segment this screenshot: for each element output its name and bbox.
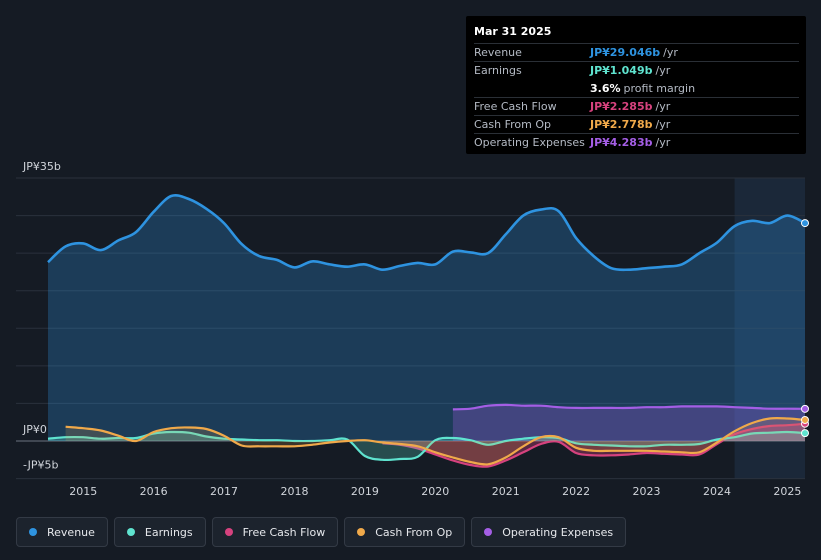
tooltip-label: Earnings [474,64,522,77]
x-tick-label: 2018 [280,485,308,498]
legend-dot-icon [357,528,366,536]
x-tick-label: 2024 [703,485,731,498]
x-tick-label: 2023 [633,485,661,498]
tooltip-unit: /yr [663,46,678,59]
data-tooltip: Mar 31 2025 Revenue JP¥29.046b /yr Earni… [466,16,806,154]
tooltip-unit: /yr [655,136,671,149]
x-tick-label: 2020 [421,485,449,498]
cash-from-op-endpoint [801,415,809,424]
tooltip-date: Mar 31 2025 [474,25,552,38]
tooltip-value: JP¥29.046b [590,46,661,59]
cash-from-op-line [65,416,806,466]
tooltip-row-revenue: Revenue JP¥29.046b /yr [474,43,799,61]
tooltip-label: Revenue [474,46,522,59]
x-tick-label: 2021 [492,485,520,498]
earnings-endpoint [801,429,809,438]
y-tick-label: JP¥35b [22,160,61,173]
x-tick-label: 2015 [69,485,97,498]
tooltip-row-free-cash-flow: Free Cash Flow JP¥2.285b /yr [474,97,799,115]
chart-area: JP¥35b JP¥0 -JP¥5b 2015 2016 2017 2018 2019 202… [16,160,809,498]
legend-dot-icon [29,528,37,536]
x-tick-label: 2025 [773,485,801,498]
revenue-line [47,193,806,272]
revenue-area [48,195,805,441]
legend-item-operating-expenses[interactable]: Operating Expenses [471,517,627,547]
tooltip-label: Free Cash Flow [474,100,557,113]
legend-label: Operating Expenses [502,525,614,539]
y-tick-label: -JP¥5b [23,459,58,472]
tooltip-unit: /yr [655,118,671,131]
x-tick-label: 2022 [562,485,590,498]
tooltip-label: Operating Expenses [474,136,585,149]
legend-dot-icon [484,528,493,536]
operating-expenses-area [452,404,805,441]
tooltip-unit: profit margin [623,82,696,95]
tooltip-value: JP¥4.283b [590,136,653,149]
tooltip-value: JP¥2.778b [590,118,653,131]
x-tick-label: 2019 [351,485,379,498]
legend-item-free-cash-flow[interactable]: Free Cash Flow [211,517,339,547]
tooltip-value: JP¥2.285b [590,100,653,113]
free-cash-flow-line [382,422,806,468]
legend-item-earnings[interactable]: Earnings [113,517,206,547]
operating-expenses-line [452,403,806,411]
cash-from-op-area [65,418,806,465]
tooltip-unit: /yr [655,100,671,113]
tooltip-value: 3.6% [590,82,621,95]
legend-label: Free Cash Flow [242,525,326,539]
tooltip-row-earnings: Earnings JP¥1.049b /yr [474,61,799,79]
legend-dot-icon [224,528,233,536]
tooltip-row-cash-from-op: Cash From Op JP¥2.778b /yr [474,115,799,133]
tooltip-row-profit-margin: 3.6% profit margin [474,79,799,97]
legend-label: Cash From Op [375,525,453,539]
earnings-area [48,431,805,460]
legend-label: Revenue [47,525,95,539]
chart-legend: Revenue Earnings Free Cash Flow Cash Fro… [16,517,627,547]
y-tick-label: JP¥0 [22,423,47,436]
tooltip-value: JP¥1.049b [590,64,653,77]
legend-item-revenue[interactable]: Revenue [16,517,108,547]
x-tick-label: 2016 [140,485,168,498]
tooltip-unit: /yr [655,64,671,77]
legend-item-cash-from-op[interactable]: Cash From Op [344,517,466,547]
tooltip-row-operating-expenses: Operating Expenses JP¥4.283b /yr [474,133,799,151]
operating-expenses-endpoint [801,404,809,413]
x-tick-label: 2017 [210,485,238,498]
legend-dot-icon [126,528,135,536]
legend-label: Earnings [144,525,193,539]
tooltip-label: Cash From Op [474,118,552,131]
revenue-endpoint [801,219,809,228]
